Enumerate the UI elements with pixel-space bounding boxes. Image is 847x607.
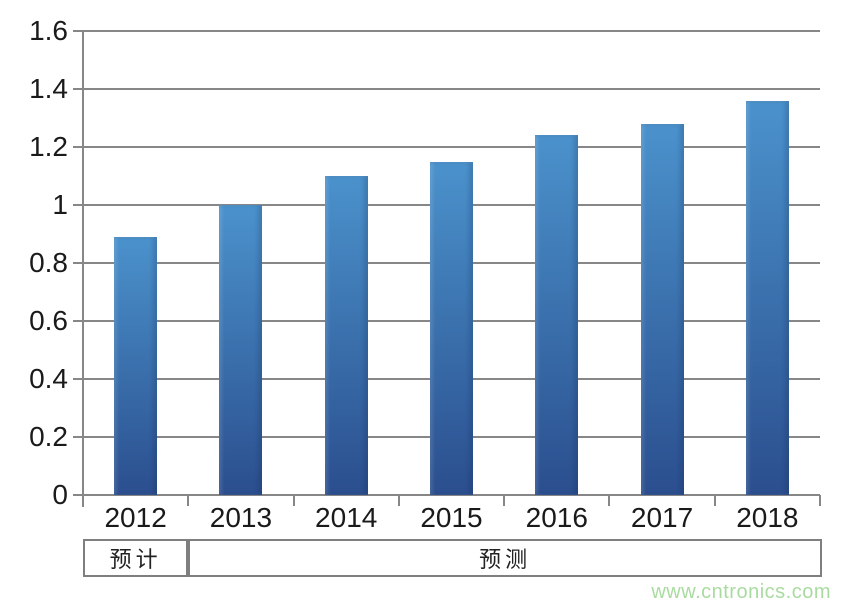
x-tick-label: 2016 bbox=[525, 502, 588, 533]
x-axis-tick bbox=[82, 495, 84, 506]
x-tick-label: 2014 bbox=[315, 502, 378, 533]
y-axis-tick bbox=[73, 204, 83, 206]
y-tick-label: 0.4 bbox=[29, 363, 68, 394]
y-tick-label: 1.6 bbox=[29, 15, 68, 46]
x-axis-tick bbox=[819, 495, 821, 506]
period-box-0: 预计 bbox=[83, 539, 189, 577]
x-axis-tick bbox=[503, 495, 506, 506]
bar-2015 bbox=[430, 161, 473, 495]
x-axis-tick bbox=[187, 495, 190, 506]
y-axis-tick bbox=[73, 88, 83, 90]
x-axis-tick bbox=[713, 495, 716, 506]
bar-2016 bbox=[535, 135, 579, 495]
x-tick-label: 2017 bbox=[630, 502, 694, 533]
y-axis-line bbox=[82, 31, 84, 507]
y-tick-label: 0.2 bbox=[29, 421, 68, 452]
period-box-1: 预测 bbox=[188, 539, 822, 577]
bar-2012 bbox=[114, 236, 158, 495]
gridline bbox=[83, 88, 820, 90]
y-axis-tick bbox=[73, 30, 83, 32]
y-axis-tick bbox=[73, 262, 83, 264]
y-axis-tick bbox=[73, 378, 83, 380]
y-tick-label: 0.8 bbox=[29, 247, 68, 278]
gridline bbox=[83, 30, 820, 32]
gridline bbox=[83, 494, 820, 496]
x-tick-label: 2015 bbox=[420, 502, 483, 533]
x-axis-tick bbox=[397, 495, 400, 506]
y-axis-tick bbox=[73, 146, 83, 148]
watermark: www.cntronics.com bbox=[651, 581, 831, 603]
bar-2013 bbox=[219, 205, 263, 495]
x-tick-label: 2018 bbox=[736, 502, 799, 533]
y-tick-label: 1.2 bbox=[29, 131, 68, 162]
x-axis-tick bbox=[292, 495, 295, 506]
y-axis-tick bbox=[73, 494, 83, 496]
y-tick-label: 0.6 bbox=[29, 305, 68, 336]
x-tick-label: 2013 bbox=[209, 502, 273, 533]
y-tick-label: 0 bbox=[52, 479, 68, 510]
y-tick-label: 1 bbox=[52, 189, 68, 220]
y-axis-tick bbox=[73, 436, 83, 438]
y-axis-tick bbox=[73, 320, 83, 322]
gridline bbox=[83, 146, 820, 148]
bar-2014 bbox=[324, 176, 368, 495]
x-tick-label: 2012 bbox=[104, 502, 167, 533]
y-tick-label: 1.4 bbox=[29, 73, 68, 104]
bar-2017 bbox=[640, 123, 684, 495]
bar-2018 bbox=[745, 100, 789, 495]
x-axis-tick bbox=[608, 495, 611, 506]
